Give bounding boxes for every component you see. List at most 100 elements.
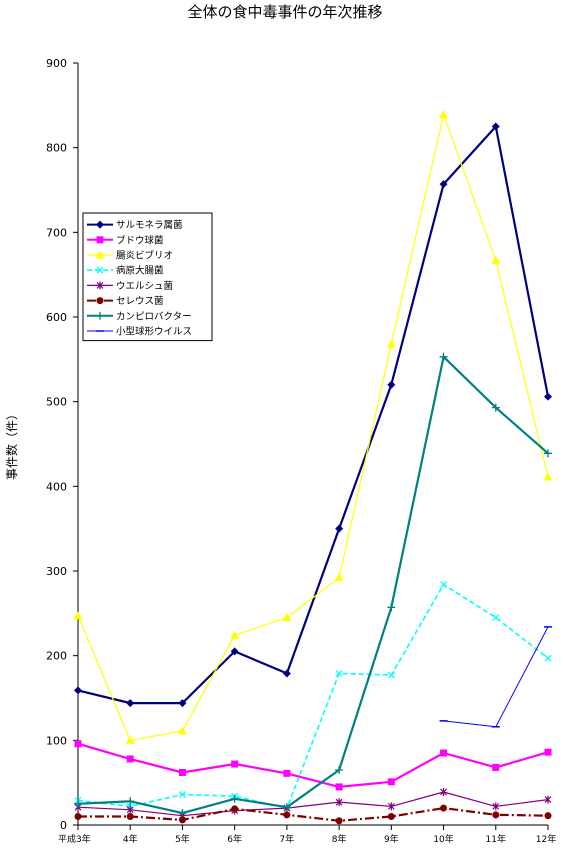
y-tick-label: 100: [46, 734, 67, 747]
data-point: [282, 613, 292, 622]
data-point: [440, 787, 447, 796]
legend-swatch-marker: [96, 266, 104, 274]
data-point: [231, 805, 239, 813]
data-point: [126, 805, 134, 814]
data-point: [386, 339, 396, 348]
data-point: [231, 760, 239, 768]
data-point: [74, 813, 82, 821]
data-point: [126, 813, 134, 821]
series-line: [77, 583, 549, 809]
data-point: [73, 611, 83, 620]
legend: サルモネラ属菌ブドウ球菌腸炎ビブリオ病原大腸菌ウエルシュ菌セレウス菌カンピロバク…: [82, 212, 213, 342]
data-point: [334, 573, 344, 582]
legend-item: カンピロバクター: [87, 311, 192, 322]
data-point: [544, 392, 552, 401]
x-tick-label: 9年: [384, 833, 399, 845]
data-point: [335, 817, 343, 825]
data-point: [492, 614, 500, 622]
y-tick-label: 900: [46, 57, 67, 70]
data-point: [126, 797, 135, 806]
series-line: [77, 742, 549, 789]
chart-title: 全体の食中毒事件の年次推移: [187, 3, 382, 21]
data-point: [544, 795, 552, 804]
legend-item: 小型球形ウイルス: [87, 326, 192, 338]
legend-swatch-marker: [96, 297, 104, 305]
data-point: [230, 794, 239, 803]
x-tick-label: 4年: [123, 833, 138, 845]
data-point: [178, 791, 186, 798]
x-tick-label: 7年: [280, 833, 295, 845]
series-layer: [73, 110, 553, 825]
data-point: [335, 765, 344, 774]
x-tick-label: 平成3年: [58, 833, 91, 845]
legend-swatch-marker: [95, 250, 105, 259]
data-point: [230, 630, 240, 639]
legend-box: [82, 212, 213, 342]
series-2: [74, 740, 552, 791]
data-point: [439, 352, 448, 361]
y-tick-label: 400: [46, 480, 67, 493]
legend-swatch-marker: [96, 220, 104, 229]
data-point: [492, 763, 500, 771]
data-point: [335, 669, 343, 677]
y-tick-label: 700: [46, 226, 67, 239]
legend-label: カンピロバクター: [116, 311, 192, 322]
data-point: [440, 749, 448, 757]
series-6: [74, 804, 552, 825]
x-tick-label: 8年: [332, 833, 347, 845]
legend-item: サルモネラ属菌: [87, 219, 183, 231]
data-point: [544, 449, 552, 458]
data-point: [544, 812, 552, 820]
data-point: [387, 671, 395, 679]
axes: 0 100 200 300 400 500 600 700 800 900 平成3年 4年 5年 6年 7年…: [4, 57, 556, 845]
data-point: [387, 813, 395, 821]
data-point: [543, 472, 553, 481]
legend-swatch-marker: [96, 311, 104, 320]
series-line: [77, 113, 549, 741]
series-line: [443, 626, 549, 728]
legend-label: 小型球形ウイルス: [116, 326, 192, 338]
data-point: [126, 699, 135, 708]
data-point: [283, 769, 291, 777]
series-1: [74, 122, 552, 708]
data-point: [544, 748, 552, 756]
data-point: [282, 669, 291, 678]
data-point: [335, 524, 344, 533]
series-line: [77, 355, 549, 815]
legend-swatch-marker: [96, 236, 104, 244]
legend-item: 腸炎ビブリオ: [87, 250, 173, 262]
data-point: [335, 798, 343, 807]
legend-label: 腸炎ビブリオ: [116, 250, 173, 262]
data-point: [126, 755, 134, 763]
y-tick-label: 500: [46, 396, 67, 409]
data-point: [178, 809, 187, 818]
data-point: [178, 816, 186, 824]
legend-item: セレウス菌: [87, 295, 164, 307]
data-point: [178, 699, 187, 708]
data-point: [125, 735, 135, 744]
data-point: [440, 804, 448, 812]
legend-item: 病原大腸菌: [87, 265, 164, 277]
data-point: [387, 778, 395, 786]
data-point: [491, 122, 500, 131]
data-point: [74, 686, 82, 695]
series-4: [74, 581, 552, 812]
data-point: [439, 180, 448, 189]
series-7: [74, 352, 552, 818]
y-tick-label: 800: [46, 142, 67, 155]
y-tick-label: 600: [46, 311, 67, 324]
series-3: [73, 110, 553, 744]
data-point: [440, 581, 448, 589]
data-point: [230, 647, 239, 656]
data-point: [177, 726, 187, 735]
x-tick-label: 11年: [486, 833, 506, 845]
data-point: [491, 255, 501, 264]
data-point: [439, 110, 449, 119]
data-point: [387, 380, 396, 389]
x-tick-label: 10年: [433, 833, 453, 845]
y-axis-label: 事件数（件）: [4, 408, 19, 480]
y-tick-label: 0: [60, 819, 67, 832]
x-tick-label: 6年: [227, 833, 242, 845]
